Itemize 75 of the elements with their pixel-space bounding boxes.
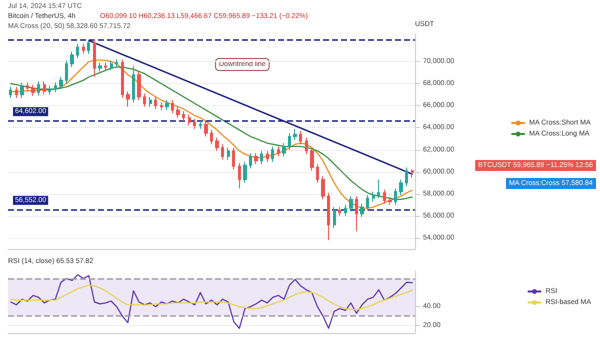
candlestick [338,206,341,216]
candlestick [293,128,297,140]
candlestick [232,147,235,170]
candlestick [349,196,353,212]
candlestick [377,179,380,199]
candlestick [93,39,96,78]
candlestick [43,80,46,96]
candlestick [266,150,269,162]
candlestick [366,194,369,211]
candlestick [249,152,252,170]
candlestick [137,70,141,101]
candlestick [254,152,258,165]
candlestick [411,168,414,178]
candlestick [372,191,375,202]
candlestick [9,86,12,98]
candlestick [160,102,163,111]
candlestick [316,164,319,184]
candlestick [176,106,180,118]
candlestick [321,176,325,200]
candlestick [344,204,347,216]
candlestick [121,58,124,98]
candlestick [98,62,102,72]
candlestick [26,82,29,92]
candlestick [149,96,152,108]
candlestick [238,162,241,189]
candlestick [165,100,169,111]
candlestick [360,203,364,218]
candlestick [115,58,118,68]
candlestick [383,188,386,204]
candlestick [87,40,90,54]
candlestick [188,114,191,126]
candlestick [82,43,85,54]
candlestick [333,206,336,229]
candlestick [388,196,392,206]
candlestick [54,82,57,93]
candlestick [182,110,185,122]
candlestick [271,146,274,162]
candlestick [65,60,68,84]
candlestick [154,96,157,110]
candlestick [193,118,196,130]
candlestick [288,132,291,150]
candlestick [394,188,397,206]
candlestick [37,80,40,96]
candlestick [227,147,230,160]
candlestick [70,51,74,68]
candlestick [59,76,63,90]
candlestick [48,85,51,96]
candlestick [310,147,314,172]
candlestick [221,144,224,160]
candlestick [204,120,208,138]
candlestick [305,137,308,155]
candlestick [20,82,24,98]
candlestick [399,179,403,196]
candlestick [143,93,146,108]
line-series [10,284,413,310]
candlestick [126,90,130,108]
line-series [10,274,413,329]
candlestick [215,137,219,152]
candlestick [171,100,174,114]
candlestick [110,60,113,71]
candlestick [260,150,263,165]
candlestick [282,142,286,157]
candlestick [132,65,135,103]
candlestick [299,130,302,145]
candlestick [210,129,213,145]
candlestick [327,192,330,241]
candlestick [405,166,408,187]
candlestick [277,146,280,157]
candlestick [76,43,79,59]
candlestick [31,84,35,96]
candlestick [104,62,107,71]
candlestick [355,196,358,232]
candlestick [15,86,18,98]
candlestick [199,120,202,130]
candlestick [243,161,247,184]
